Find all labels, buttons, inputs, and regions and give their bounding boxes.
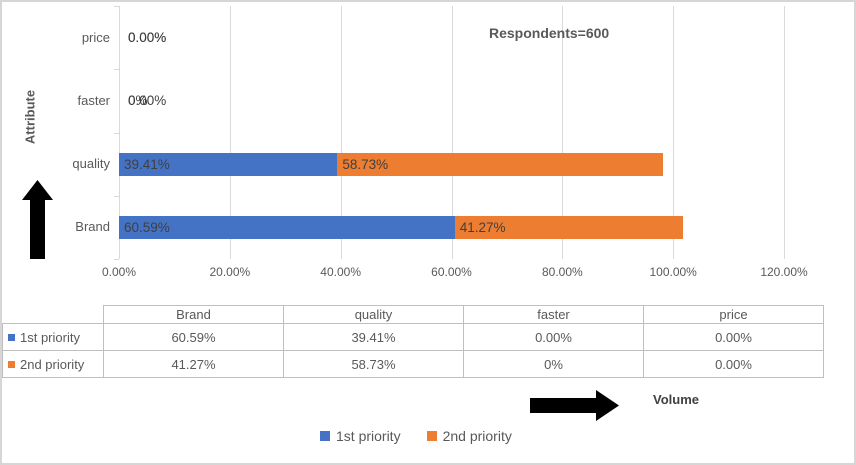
legend-swatch-icon — [320, 431, 330, 441]
y-category-label: Brand — [75, 219, 110, 235]
y-category-label: price — [81, 29, 110, 45]
table-column-header: Brand — [103, 305, 284, 324]
table-row: 1st priority 60.59% 39.41% 0.00% 0.00% — [2, 323, 824, 351]
x-tick-label: 20.00% — [209, 265, 251, 279]
legend-swatch-icon — [426, 431, 437, 441]
series-marker-icon — [8, 360, 15, 368]
plot-gridline — [784, 6, 785, 259]
legend-label: 2nd priority — [442, 428, 512, 444]
table-value-cell: 0% — [463, 350, 644, 378]
zero-data-label: 0.00% — [128, 29, 167, 45]
x-tick-label: 100.00% — [649, 265, 697, 279]
series-marker-icon — [8, 333, 15, 341]
table-row-label-text: 2nd priority — [20, 356, 85, 372]
legend-item: 2nd priority — [426, 428, 512, 445]
x-tick-label: 60.00% — [431, 265, 472, 279]
zero-data-label: 0% — [128, 92, 148, 108]
category-tick — [114, 259, 119, 260]
table-value-cell: 0.00% — [463, 323, 644, 351]
up-arrow-icon — [22, 180, 53, 259]
y-category-label: quality — [72, 156, 110, 172]
table-value-cell: 41.27% — [103, 350, 284, 378]
table-column-header: price — [643, 305, 824, 324]
bar-segment: 58.73% — [337, 152, 663, 176]
plot-gridline — [562, 6, 564, 259]
bar-segment: 39.41% — [119, 152, 338, 176]
x-tick-label: 80.00% — [541, 265, 583, 279]
category-tick — [114, 69, 119, 71]
right-arrow-icon — [530, 390, 619, 421]
bar-segment: 60.59% — [119, 215, 455, 239]
legend-item: 1st priority — [320, 428, 401, 445]
x-tick-label: 0.00% — [101, 265, 137, 279]
table-row-label: 1st priority — [2, 323, 104, 351]
table-row: 2nd priority 41.27% 58.73% 0% 0.00% — [2, 350, 824, 378]
category-tick — [114, 132, 119, 134]
table-value-cell: 39.41% — [283, 323, 464, 351]
plot-gridline — [229, 6, 231, 259]
data-table: Brand quality faster price 1st priority 60.5… — [2, 305, 824, 378]
category-tick — [114, 195, 119, 197]
table-corner-cell — [2, 305, 104, 324]
zero-data-label: 0.00% — [128, 92, 167, 108]
plot-gridline — [673, 6, 675, 259]
x-tick-label: 120.00% — [760, 265, 808, 279]
y-axis-title: Attribute — [22, 89, 38, 145]
table-row-label-text: 1st priority — [20, 329, 80, 345]
plot-gridline — [451, 6, 453, 259]
y-category-label: faster — [77, 92, 110, 108]
volume-label: Volume — [653, 392, 699, 407]
respondents-note: Respondents=600 — [489, 25, 610, 41]
table-column-header: faster — [463, 305, 644, 324]
table-value-cell: 0.00% — [643, 350, 824, 378]
x-tick-label: 40.00% — [320, 265, 361, 279]
table-column-header: quality — [283, 305, 464, 324]
table-value-cell: 60.59% — [103, 323, 284, 351]
legend-label: 1st priority — [336, 428, 401, 444]
plot-gridline — [340, 6, 342, 259]
table-row-label: 2nd priority — [2, 350, 104, 378]
category-tick — [114, 6, 119, 7]
chart-legend: 1st priority 2nd priority — [320, 428, 512, 445]
plot-gridline — [119, 6, 120, 259]
zero-data-label: 0.00% — [128, 29, 167, 45]
bar-segment: 41.27% — [454, 215, 684, 239]
table-value-cell: 0.00% — [643, 323, 824, 351]
table-value-cell: 58.73% — [283, 350, 464, 378]
